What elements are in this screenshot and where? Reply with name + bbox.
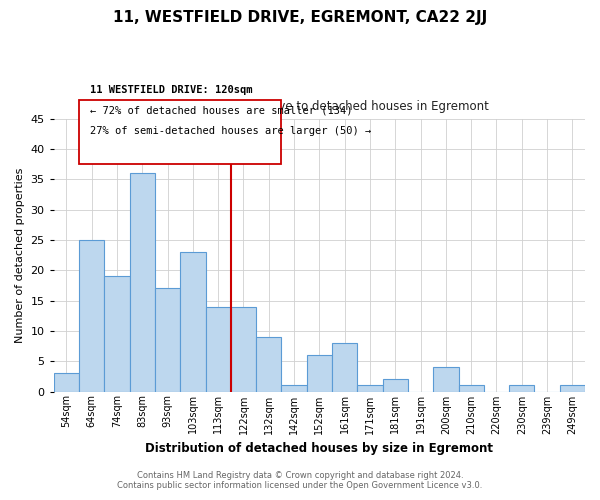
Bar <box>256 337 281 392</box>
Bar <box>509 386 535 392</box>
Bar <box>307 355 332 392</box>
Text: ← 72% of detached houses are smaller (134): ← 72% of detached houses are smaller (13… <box>89 106 352 116</box>
Bar <box>383 380 408 392</box>
Bar <box>130 174 155 392</box>
X-axis label: Distribution of detached houses by size in Egremont: Distribution of detached houses by size … <box>145 442 493 455</box>
Bar <box>206 306 231 392</box>
Bar <box>433 368 458 392</box>
Bar <box>458 386 484 392</box>
Bar <box>104 276 130 392</box>
Title: Size of property relative to detached houses in Egremont: Size of property relative to detached ho… <box>150 100 489 114</box>
Bar <box>180 252 206 392</box>
Y-axis label: Number of detached properties: Number of detached properties <box>15 168 25 343</box>
Bar <box>79 240 104 392</box>
FancyBboxPatch shape <box>79 100 281 164</box>
Bar <box>332 343 358 392</box>
Bar <box>560 386 585 392</box>
Bar <box>155 288 180 392</box>
Text: 11 WESTFIELD DRIVE: 120sqm: 11 WESTFIELD DRIVE: 120sqm <box>89 85 252 95</box>
Text: Contains HM Land Registry data © Crown copyright and database right 2024.
Contai: Contains HM Land Registry data © Crown c… <box>118 470 482 490</box>
Text: 11, WESTFIELD DRIVE, EGREMONT, CA22 2JJ: 11, WESTFIELD DRIVE, EGREMONT, CA22 2JJ <box>113 10 487 25</box>
Bar <box>281 386 307 392</box>
Text: 27% of semi-detached houses are larger (50) →: 27% of semi-detached houses are larger (… <box>89 126 371 136</box>
Bar <box>358 386 383 392</box>
Bar <box>54 374 79 392</box>
Bar <box>231 306 256 392</box>
